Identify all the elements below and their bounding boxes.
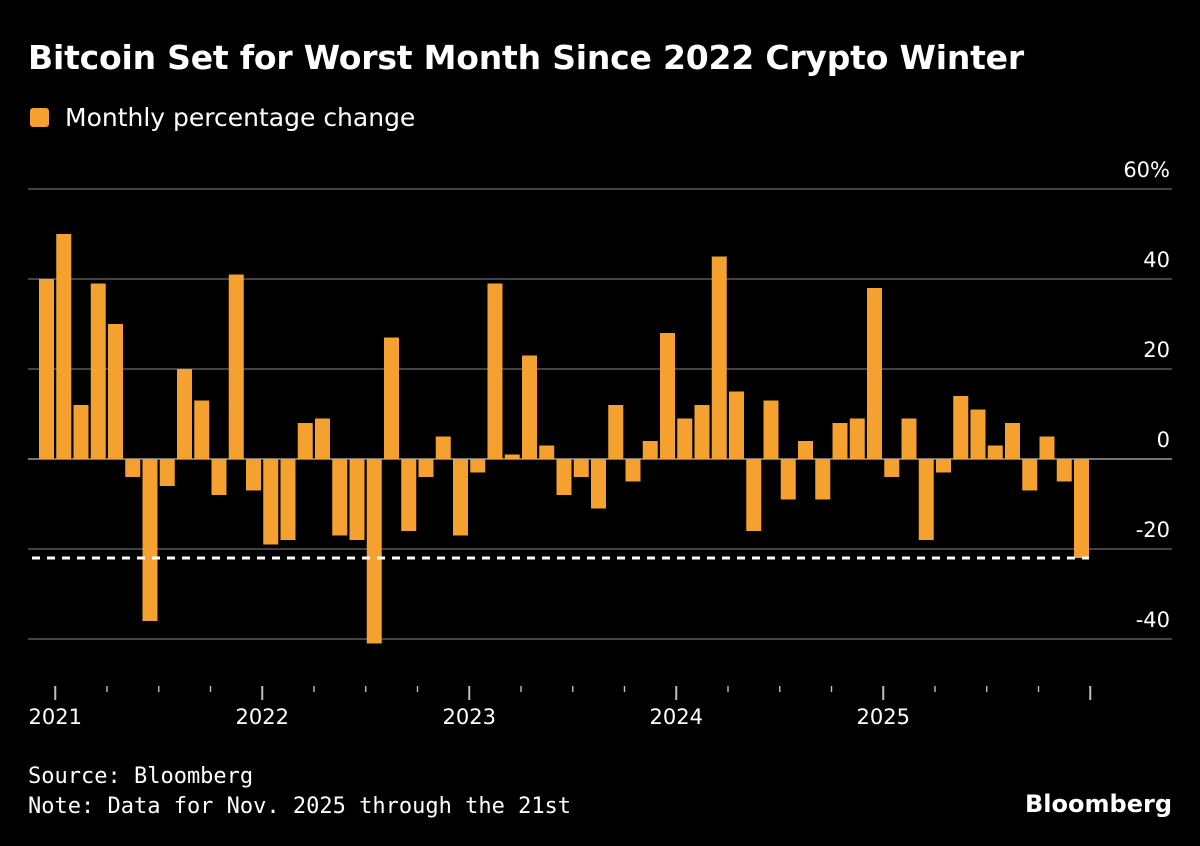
bar (539, 445, 555, 459)
y-axis: 60% 40 20 0 -20 -40 (1123, 158, 1170, 632)
legend-swatch (30, 108, 49, 127)
bloomberg-logo: Bloomberg (1025, 790, 1172, 818)
bar (936, 459, 951, 473)
bar (918, 459, 934, 540)
bar (970, 409, 986, 459)
bar (763, 400, 779, 459)
legend-label: Monthly percentage change (65, 103, 416, 132)
bar (297, 423, 313, 459)
bar (315, 418, 330, 459)
bar (832, 423, 848, 459)
y-tick-label: 60% (1123, 158, 1170, 182)
bar (280, 459, 296, 540)
bar (470, 459, 486, 473)
bar (1056, 459, 1072, 482)
bar (246, 459, 261, 491)
bars (39, 234, 1089, 644)
y-tick-label: -40 (1136, 608, 1170, 632)
bar (884, 459, 900, 477)
bar (660, 333, 675, 459)
y-tick-label: 0 (1157, 428, 1170, 452)
bar (1039, 436, 1055, 459)
bar (556, 459, 572, 495)
bar (573, 459, 589, 477)
x-axis: 2021 2022 2023 2024 2025 (29, 686, 1092, 729)
bar (401, 459, 417, 531)
bar (1074, 459, 1089, 558)
bar (332, 459, 348, 536)
bar (194, 400, 210, 459)
x-tick-label: 2021 (29, 705, 82, 729)
bar (746, 459, 762, 531)
x-tick-label: 2022 (236, 705, 289, 729)
bar (418, 459, 434, 477)
bar (901, 418, 917, 459)
bar (504, 454, 520, 459)
bar (849, 418, 865, 459)
bar (522, 355, 537, 459)
bar (435, 436, 451, 459)
note-text: Note: Data for Nov. 2025 through the 21s… (28, 794, 572, 819)
legend: Monthly percentage change (30, 103, 415, 132)
bar (487, 283, 503, 459)
bar (228, 274, 244, 459)
x-tick-label: 2024 (650, 705, 703, 729)
bar (39, 279, 54, 459)
bar (90, 283, 106, 459)
bar (729, 391, 744, 459)
bar (453, 459, 468, 536)
bar (211, 459, 227, 495)
bar (953, 396, 969, 459)
x-tick-label: 2023 (443, 705, 496, 729)
y-tick-label: 40 (1143, 248, 1170, 272)
bar (1022, 459, 1038, 491)
bar (987, 445, 1003, 459)
bar (677, 418, 693, 459)
bar (177, 369, 192, 459)
bar (159, 459, 175, 486)
bar (608, 405, 624, 459)
bar (625, 459, 641, 482)
bar (711, 256, 727, 459)
bar (263, 459, 279, 545)
bar (867, 288, 882, 459)
y-tick-label: -20 (1136, 518, 1170, 542)
bar (142, 459, 158, 621)
bar (349, 459, 365, 540)
bar (815, 459, 831, 500)
bar (125, 459, 141, 477)
x-tick-label: 2025 (857, 705, 910, 729)
chart-title: Bitcoin Set for Worst Month Since 2022 C… (28, 38, 1024, 77)
source-text: Source: Bloomberg (28, 764, 254, 789)
bar (642, 441, 658, 459)
bar (56, 234, 72, 459)
bar (366, 459, 382, 644)
bar (384, 337, 399, 459)
bar (108, 324, 123, 459)
bar (694, 405, 710, 459)
bar (798, 441, 813, 459)
bar (1005, 423, 1020, 459)
bar (591, 459, 606, 509)
bar (73, 405, 89, 459)
bar (780, 459, 796, 500)
y-tick-label: 20 (1143, 338, 1170, 362)
